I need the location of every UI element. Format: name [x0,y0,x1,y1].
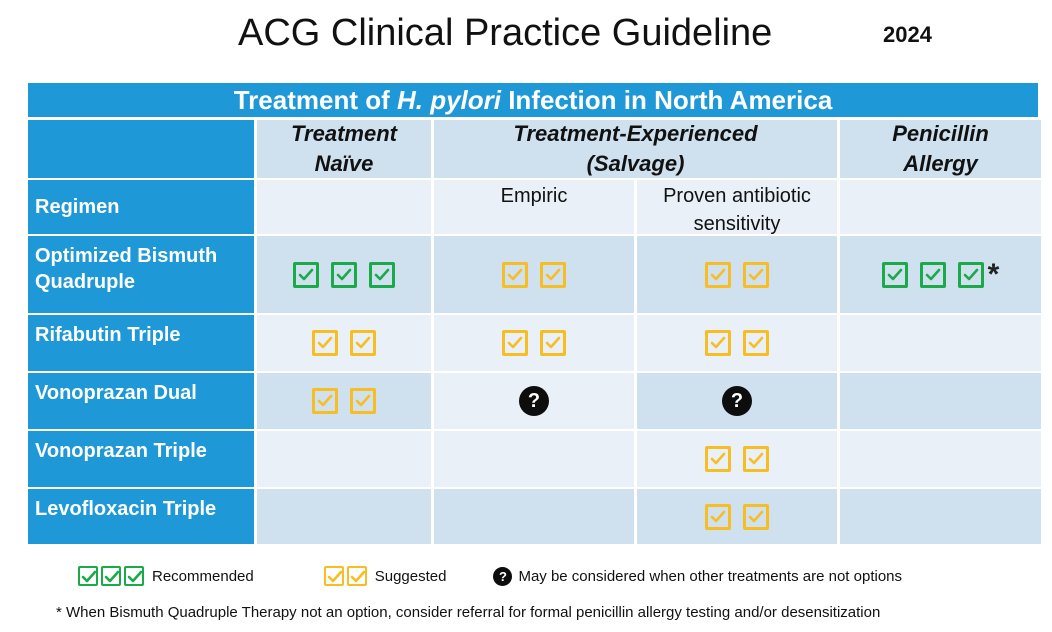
cell-vono-triple-empiric [434,431,634,487]
subheader-proven-sensitivity: Proven antibiotic sensitivity [637,180,837,235]
banner-prefix: Treatment of [233,84,397,115]
cell-vono-triple-allergy [840,431,1041,487]
question-circle-icon: ? [722,386,752,416]
green-check-box-icon [101,566,121,586]
yellow-check-box-icon [743,446,769,472]
legend-maybe-icon: ? [493,566,513,586]
green-check-box-icon [124,566,144,586]
cell-rifabutin-empiric [434,315,634,371]
yellow-check-box-icon [540,330,566,356]
yellow-check-box-icon [743,503,769,530]
row-label-vonoprazan-triple: Vonoprazan Triple [28,431,254,487]
yellow-check-box-icon [346,566,367,586]
green-check-box-icon [78,566,98,586]
legend-suggested-icons [323,566,367,586]
legend-maybe-label: May be considered when other treatments … [518,567,903,585]
banner-suffix: Infection in North America [500,84,833,115]
cell-regimen-allergy [840,180,1041,234]
yellow-check-box-icon [312,388,338,414]
cell-vono-dual-empiric: ? [434,373,634,429]
cell-levo-empiric [434,489,634,544]
header-treatment-naive: Treatment Naïve [257,120,431,178]
yellow-check-box-icon [350,330,376,356]
yellow-check-box-icon [705,330,731,356]
yellow-check-box-icon [323,566,344,586]
cell-bismuth-proven [637,236,837,313]
green-check-box-icon [293,261,319,288]
cell-bismuth-empiric [434,236,634,313]
yellow-check-box-icon [502,330,528,356]
table-banner: Treatment of H. pylori Infection in Nort… [28,83,1038,117]
cell-levo-naive [257,489,431,544]
banner-organism: H. pylori [396,84,501,115]
subheader-empiric: Empiric [434,180,634,234]
green-check-box-icon [881,261,908,288]
row-label-regimen: Regimen [28,180,254,234]
cell-vono-triple-proven [637,431,837,487]
row-label-vonoprazan-dual: Vonoprazan Dual [28,373,254,429]
green-check-box-icon [957,261,984,288]
yellow-check-box-icon [502,261,528,288]
cell-bismuth-allergy: * [840,236,1041,313]
row-label-levofloxacin-triple: Levofloxacin Triple [28,489,254,544]
legend-recommended-label: Recommended [152,567,254,585]
yellow-check-box-icon [350,388,376,414]
green-check-box-icon [331,261,357,288]
row-label-bismuth: Optimized Bismuth Quadruple [28,236,254,313]
cell-vono-dual-allergy [840,373,1041,429]
cell-rifabutin-naive [257,315,431,371]
cell-rifabutin-allergy [840,315,1041,371]
cell-vono-dual-proven: ? [637,373,837,429]
cell-rifabutin-proven [637,315,837,371]
corner-cell [28,120,254,178]
yellow-check-box-icon [540,261,566,288]
question-circle-icon: ? [519,386,549,416]
page-title: ACG Clinical Practice Guideline [238,12,773,54]
header-treatment-experienced: Treatment-Experienced (Salvage) [434,120,837,178]
legend-suggested-label: Suggested [374,567,447,585]
year-label: 2024 [883,22,932,47]
footnote: * When Bismuth Quadruple Therapy not an … [56,604,881,621]
question-circle-icon: ? [493,566,513,586]
legend: Recommended Suggested ? May be considere… [78,566,902,586]
cell-vono-triple-naive [257,431,431,487]
row-label-rifabutin: Rifabutin Triple [28,315,254,371]
yellow-check-box-icon [705,261,731,288]
legend-recommended-icons [78,566,144,586]
yellow-check-box-icon [312,330,338,356]
header-penicillin-allergy: Penicillin Allergy [840,120,1041,178]
yellow-check-box-icon [705,503,731,530]
yellow-check-box-icon [705,446,731,472]
yellow-check-box-icon [743,330,769,356]
asterisk-mark: * [987,257,1000,291]
green-check-box-icon [369,261,395,288]
treatment-table: Treatment Naïve Treatment-Experienced (S… [28,120,1041,544]
green-check-box-icon [919,261,946,288]
cell-levo-allergy [840,489,1041,544]
cell-bismuth-naive [257,236,431,313]
yellow-check-box-icon [743,261,769,288]
cell-levo-proven [637,489,837,544]
cell-regimen-naive [257,180,431,234]
cell-vono-dual-naive [257,373,431,429]
